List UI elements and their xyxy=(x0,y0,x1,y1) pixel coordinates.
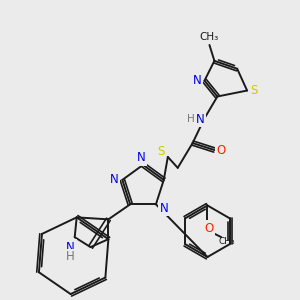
Text: N: N xyxy=(193,74,202,87)
Text: O: O xyxy=(205,222,214,235)
Text: S: S xyxy=(250,84,258,97)
Text: H: H xyxy=(187,114,194,124)
Text: N: N xyxy=(196,113,205,126)
Text: N: N xyxy=(110,173,119,186)
Text: S: S xyxy=(157,146,165,158)
Text: CH₃: CH₃ xyxy=(219,237,236,246)
Text: CH₃: CH₃ xyxy=(200,32,219,42)
Text: O: O xyxy=(217,143,226,157)
Text: N: N xyxy=(137,152,146,164)
Text: H: H xyxy=(66,250,75,263)
Text: N: N xyxy=(66,241,75,254)
Text: N: N xyxy=(160,202,168,215)
